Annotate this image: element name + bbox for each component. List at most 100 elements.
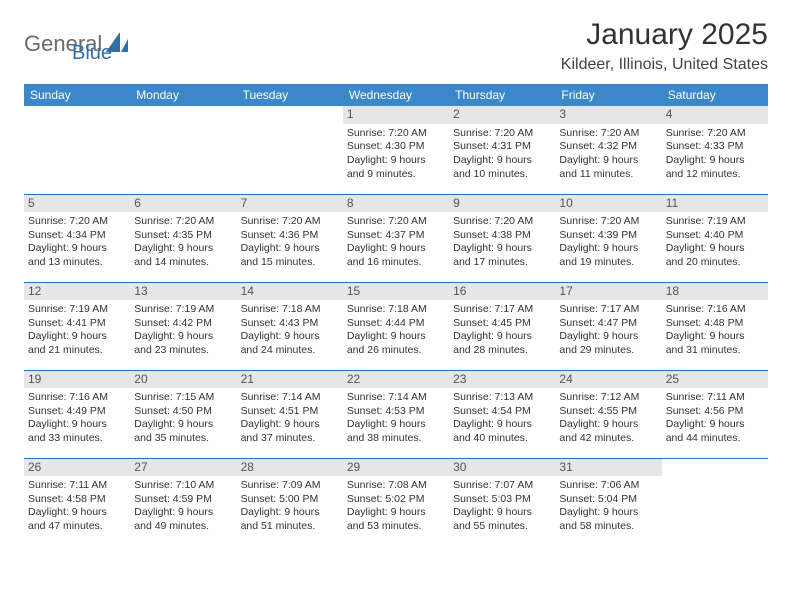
day-day1: Daylight: 9 hours bbox=[453, 330, 551, 344]
calendar-cell bbox=[130, 106, 236, 194]
day-sunset: Sunset: 4:39 PM bbox=[559, 229, 657, 243]
calendar-cell: 19Sunrise: 7:16 AMSunset: 4:49 PMDayligh… bbox=[24, 370, 130, 458]
day-day2: and 16 minutes. bbox=[347, 256, 445, 270]
day-info: Sunrise: 7:20 AMSunset: 4:30 PMDaylight:… bbox=[347, 127, 445, 182]
day-header: Wednesday bbox=[343, 84, 449, 106]
day-day2: and 37 minutes. bbox=[241, 432, 339, 446]
day-sunrise: Sunrise: 7:18 AM bbox=[241, 303, 339, 317]
calendar-cell: 11Sunrise: 7:19 AMSunset: 4:40 PMDayligh… bbox=[662, 194, 768, 282]
day-day1: Daylight: 9 hours bbox=[134, 242, 232, 256]
day-info: Sunrise: 7:18 AMSunset: 4:43 PMDaylight:… bbox=[241, 303, 339, 358]
day-sunset: Sunset: 4:43 PM bbox=[241, 317, 339, 331]
day-sunset: Sunset: 4:38 PM bbox=[453, 229, 551, 243]
calendar-cell: 23Sunrise: 7:13 AMSunset: 4:54 PMDayligh… bbox=[449, 370, 555, 458]
day-day2: and 14 minutes. bbox=[134, 256, 232, 270]
day-sunset: Sunset: 4:34 PM bbox=[28, 229, 126, 243]
calendar-cell: 29Sunrise: 7:08 AMSunset: 5:02 PMDayligh… bbox=[343, 458, 449, 546]
day-day2: and 17 minutes. bbox=[453, 256, 551, 270]
calendar-cell: 4Sunrise: 7:20 AMSunset: 4:33 PMDaylight… bbox=[662, 106, 768, 194]
day-number: 22 bbox=[343, 371, 449, 389]
calendar-cell: 22 Sunrise: 7:14 AMSunset: 4:53 PMDayligh… bbox=[343, 370, 449, 458]
calendar-cell: 26 Sunrise: 7:11 AMSunset: 4:58 PMDayligh… bbox=[24, 458, 130, 546]
day-info: Sunrise: 7:20 AMSunset: 4:38 PMDaylight:… bbox=[453, 215, 551, 270]
day-sunset: Sunset: 4:45 PM bbox=[453, 317, 551, 331]
day-sunset: Sunset: 5:04 PM bbox=[559, 493, 657, 507]
day-day2: and 15 minutes. bbox=[241, 256, 339, 270]
day-day2: and 38 minutes. bbox=[347, 432, 445, 446]
day-number: 20 bbox=[130, 371, 236, 389]
calendar-cell: 31Sunrise: 7:06 AMSunset: 5:04 PMDayligh… bbox=[555, 458, 661, 546]
day-number: 24 bbox=[555, 371, 661, 389]
day-sunset: Sunset: 4:42 PM bbox=[134, 317, 232, 331]
day-sunset: Sunset: 5:02 PM bbox=[347, 493, 445, 507]
day-sunrise: Sunrise: 7:08 AM bbox=[347, 479, 445, 493]
calendar-row: 26Sunrise: 7:11 AMSunset: 4:58 PMDayligh… bbox=[24, 458, 768, 546]
day-info: Sunrise: 7:20 AMSunset: 4:32 PMDaylight:… bbox=[559, 127, 657, 182]
day-sunrise: Sunrise: 7:19 AM bbox=[28, 303, 126, 317]
day-day2: and 10 minutes. bbox=[453, 168, 551, 182]
day-header: Friday bbox=[555, 84, 661, 106]
day-sunset: Sunset: 4:59 PM bbox=[134, 493, 232, 507]
day-number: 19 bbox=[24, 371, 130, 389]
day-sunrise: Sunrise: 7:17 AM bbox=[453, 303, 551, 317]
day-day2: and 9 minutes. bbox=[347, 168, 445, 182]
calendar-cell: 5Sunrise: 7:20 AMSunset: 4:34 PMDaylight… bbox=[24, 194, 130, 282]
day-sunrise: Sunrise: 7:20 AM bbox=[347, 127, 445, 141]
day-sunrise: Sunrise: 7:11 AM bbox=[666, 391, 764, 405]
calendar-cell: 6Sunrise: 7:20 AMSunset: 4:35 PMDaylight… bbox=[130, 194, 236, 282]
calendar-cell: 28Sunrise: 7:09 AMSunset: 5:00 PMDayligh… bbox=[237, 458, 343, 546]
calendar-cell: 24Sunrise: 7:12 AMSunset: 4:55 PMDayligh… bbox=[555, 370, 661, 458]
day-sunrise: Sunrise: 7:17 AM bbox=[559, 303, 657, 317]
day-sunset: Sunset: 4:56 PM bbox=[666, 405, 764, 419]
day-day1: Daylight: 9 hours bbox=[666, 418, 764, 432]
day-header: Tuesday bbox=[237, 84, 343, 106]
day-info: Sunrise: 7:09 AMSunset: 5:00 PMDaylight:… bbox=[241, 479, 339, 534]
calendar-cell: 20 Sunrise: 7:15 AMSunset: 4:50 PMDayligh… bbox=[130, 370, 236, 458]
day-sunset: Sunset: 5:03 PM bbox=[453, 493, 551, 507]
day-sunrise: Sunrise: 7:14 AM bbox=[241, 391, 339, 405]
day-sunrise: Sunrise: 7:20 AM bbox=[241, 215, 339, 229]
day-day2: and 58 minutes. bbox=[559, 520, 657, 534]
day-day1: Daylight: 9 hours bbox=[134, 418, 232, 432]
calendar-cell: 9Sunrise: 7:20 AMSunset: 4:38 PMDaylight… bbox=[449, 194, 555, 282]
day-day1: Daylight: 9 hours bbox=[666, 330, 764, 344]
day-header: Saturday bbox=[662, 84, 768, 106]
day-number: 17 bbox=[555, 283, 661, 301]
day-sunrise: Sunrise: 7:20 AM bbox=[28, 215, 126, 229]
day-day1: Daylight: 9 hours bbox=[666, 154, 764, 168]
day-sunset: Sunset: 4:35 PM bbox=[134, 229, 232, 243]
day-info: Sunrise: 7:18 AMSunset: 4:44 PMDaylight:… bbox=[347, 303, 445, 358]
day-info: Sunrise: 7:16 AMSunset: 4:48 PMDaylight:… bbox=[666, 303, 764, 358]
calendar-row: 19Sunrise: 7:16 AMSunset: 4:49 PMDayligh… bbox=[24, 370, 768, 458]
day-sunrise: Sunrise: 7:16 AM bbox=[666, 303, 764, 317]
day-sunrise: Sunrise: 7:10 AM bbox=[134, 479, 232, 493]
day-day2: and 40 minutes. bbox=[453, 432, 551, 446]
day-info: Sunrise: 7:14 AMSunset: 4:53 PMDaylight:… bbox=[347, 391, 445, 446]
day-info: Sunrise: 7:20 AMSunset: 4:39 PMDaylight:… bbox=[559, 215, 657, 270]
day-sunrise: Sunrise: 7:11 AM bbox=[28, 479, 126, 493]
day-sunset: Sunset: 4:41 PM bbox=[28, 317, 126, 331]
calendar-cell: 12Sunrise: 7:19 AMSunset: 4:41 PMDayligh… bbox=[24, 282, 130, 370]
day-sunset: Sunset: 4:58 PM bbox=[28, 493, 126, 507]
day-info: Sunrise: 7:15 AMSunset: 4:50 PMDaylight:… bbox=[134, 391, 232, 446]
day-day1: Daylight: 9 hours bbox=[559, 506, 657, 520]
day-number: 16 bbox=[449, 283, 555, 301]
day-number: 2 bbox=[449, 106, 555, 124]
day-number: 18 bbox=[662, 283, 768, 301]
day-info: Sunrise: 7:20 AMSunset: 4:36 PMDaylight:… bbox=[241, 215, 339, 270]
day-info: Sunrise: 7:11 AMSunset: 4:58 PMDaylight:… bbox=[28, 479, 126, 534]
day-day2: and 19 minutes. bbox=[559, 256, 657, 270]
day-number: 30 bbox=[449, 459, 555, 477]
day-day2: and 51 minutes. bbox=[241, 520, 339, 534]
day-info: Sunrise: 7:20 AMSunset: 4:31 PMDaylight:… bbox=[453, 127, 551, 182]
day-day1: Daylight: 9 hours bbox=[241, 506, 339, 520]
day-day1: Daylight: 9 hours bbox=[347, 154, 445, 168]
day-header: Monday bbox=[130, 84, 236, 106]
day-sunrise: Sunrise: 7:13 AM bbox=[453, 391, 551, 405]
day-sunset: Sunset: 5:00 PM bbox=[241, 493, 339, 507]
logo: GeneralBlue bbox=[24, 22, 144, 66]
calendar-row: 1Sunrise: 7:20 AMSunset: 4:30 PMDaylight… bbox=[24, 106, 768, 194]
day-info: Sunrise: 7:20 AMSunset: 4:35 PMDaylight:… bbox=[134, 215, 232, 270]
day-day2: and 35 minutes. bbox=[134, 432, 232, 446]
day-number: 26 bbox=[24, 459, 130, 477]
